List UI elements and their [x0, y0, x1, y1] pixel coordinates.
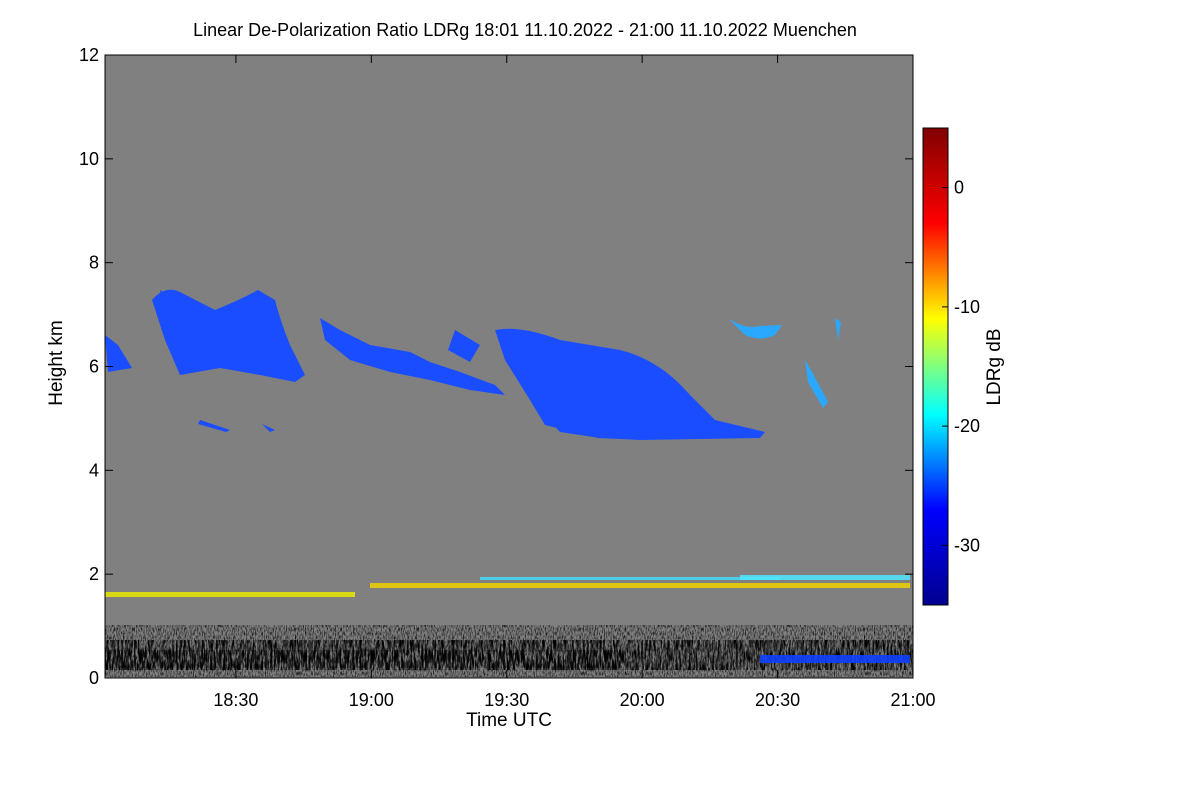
- y-axis: 0 2 4 6 8 10 12: [79, 45, 913, 688]
- x-tick-label: 19:30: [484, 690, 529, 710]
- x-axis: 18:30 19:00 19:30 20:00 20:30 21:00: [213, 55, 936, 710]
- x-tick-label: 20:30: [755, 690, 800, 710]
- y-tick-label: 4: [89, 460, 99, 480]
- x-tick-label: 20:00: [620, 690, 665, 710]
- low-blue-band: [760, 655, 910, 663]
- y-tick-label: 6: [89, 357, 99, 377]
- x-tick-label: 18:30: [213, 690, 258, 710]
- x-axis-title: Time UTC: [466, 710, 552, 731]
- colorbar-tick-label: -30: [954, 535, 980, 555]
- x-tick-label: 21:00: [890, 690, 935, 710]
- colorbar-ticks: 0 -10 -20 -30: [942, 178, 980, 555]
- boundary-layer-red: [105, 650, 625, 668]
- x-tick-label: 19:00: [349, 690, 394, 710]
- y-tick-label: 8: [89, 253, 99, 273]
- y-axis-title: Height km: [46, 320, 67, 406]
- data-features: [105, 289, 913, 677]
- y-tick-label: 12: [79, 45, 99, 65]
- colorbar-tick-label: -20: [954, 416, 980, 436]
- y-tick-label: 2: [89, 564, 99, 584]
- colorbar: [922, 127, 949, 606]
- chart-title: Linear De-Polarization Ratio LDRg 18:01 …: [193, 20, 857, 40]
- colorbar-tick-label: -10: [954, 297, 980, 317]
- cirrus-clouds: [105, 289, 765, 440]
- colorbar-tick-label: 0: [954, 178, 964, 198]
- cirrus-light: [728, 318, 841, 408]
- aerosol-layer-top: [105, 575, 910, 597]
- colorbar-title: LDRg dB: [984, 328, 1005, 405]
- y-tick-label: 0: [89, 668, 99, 688]
- y-tick-label: 10: [79, 149, 99, 169]
